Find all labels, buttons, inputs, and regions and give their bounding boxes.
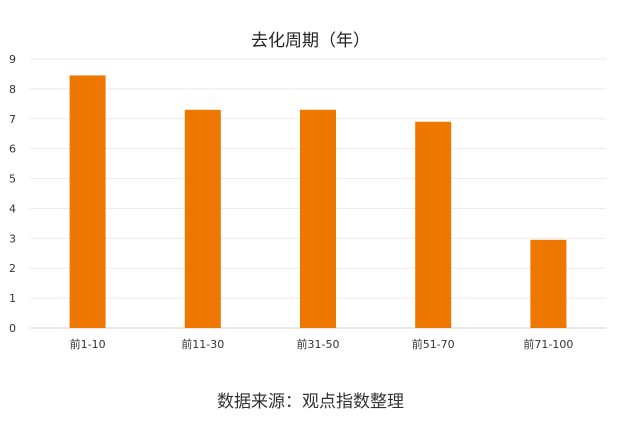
y-tick-label: 4: [9, 202, 16, 215]
y-tick-label: 9: [9, 53, 16, 66]
x-tick-label: 前31-50: [297, 337, 340, 351]
bar-5: [530, 239, 567, 328]
x-tick-label: 前51-70: [412, 337, 455, 351]
y-tick-label: 3: [9, 232, 16, 245]
y-tick-label: 7: [9, 113, 16, 126]
y-tick-label: 2: [9, 262, 16, 275]
y-tick-label: 6: [9, 143, 16, 156]
bar-4: [415, 121, 452, 329]
y-tick-label: 1: [9, 292, 16, 305]
y-tick-label: 5: [9, 173, 16, 186]
source-note: 数据来源：观点指数整理: [217, 392, 404, 412]
x-tick-label: 前71-100: [523, 337, 573, 351]
y-tick-label: 8: [9, 83, 16, 96]
bar-1: [69, 75, 106, 328]
x-tick-label: 前1-10: [70, 337, 106, 351]
bars: [69, 75, 567, 329]
x-tick-label: 前11-30: [181, 337, 224, 351]
bar-3: [300, 109, 336, 328]
y-axis-ticks: 0 1 2 3 4 5 6 7 8 9: [9, 53, 16, 335]
bar-2: [184, 109, 221, 328]
y-tick-label: 0: [9, 322, 16, 335]
x-axis-ticks: 前1-10 前11-30 前31-50 前51-70 前71-100: [70, 337, 574, 351]
chart-title: 去化周期（年）: [251, 31, 370, 51]
